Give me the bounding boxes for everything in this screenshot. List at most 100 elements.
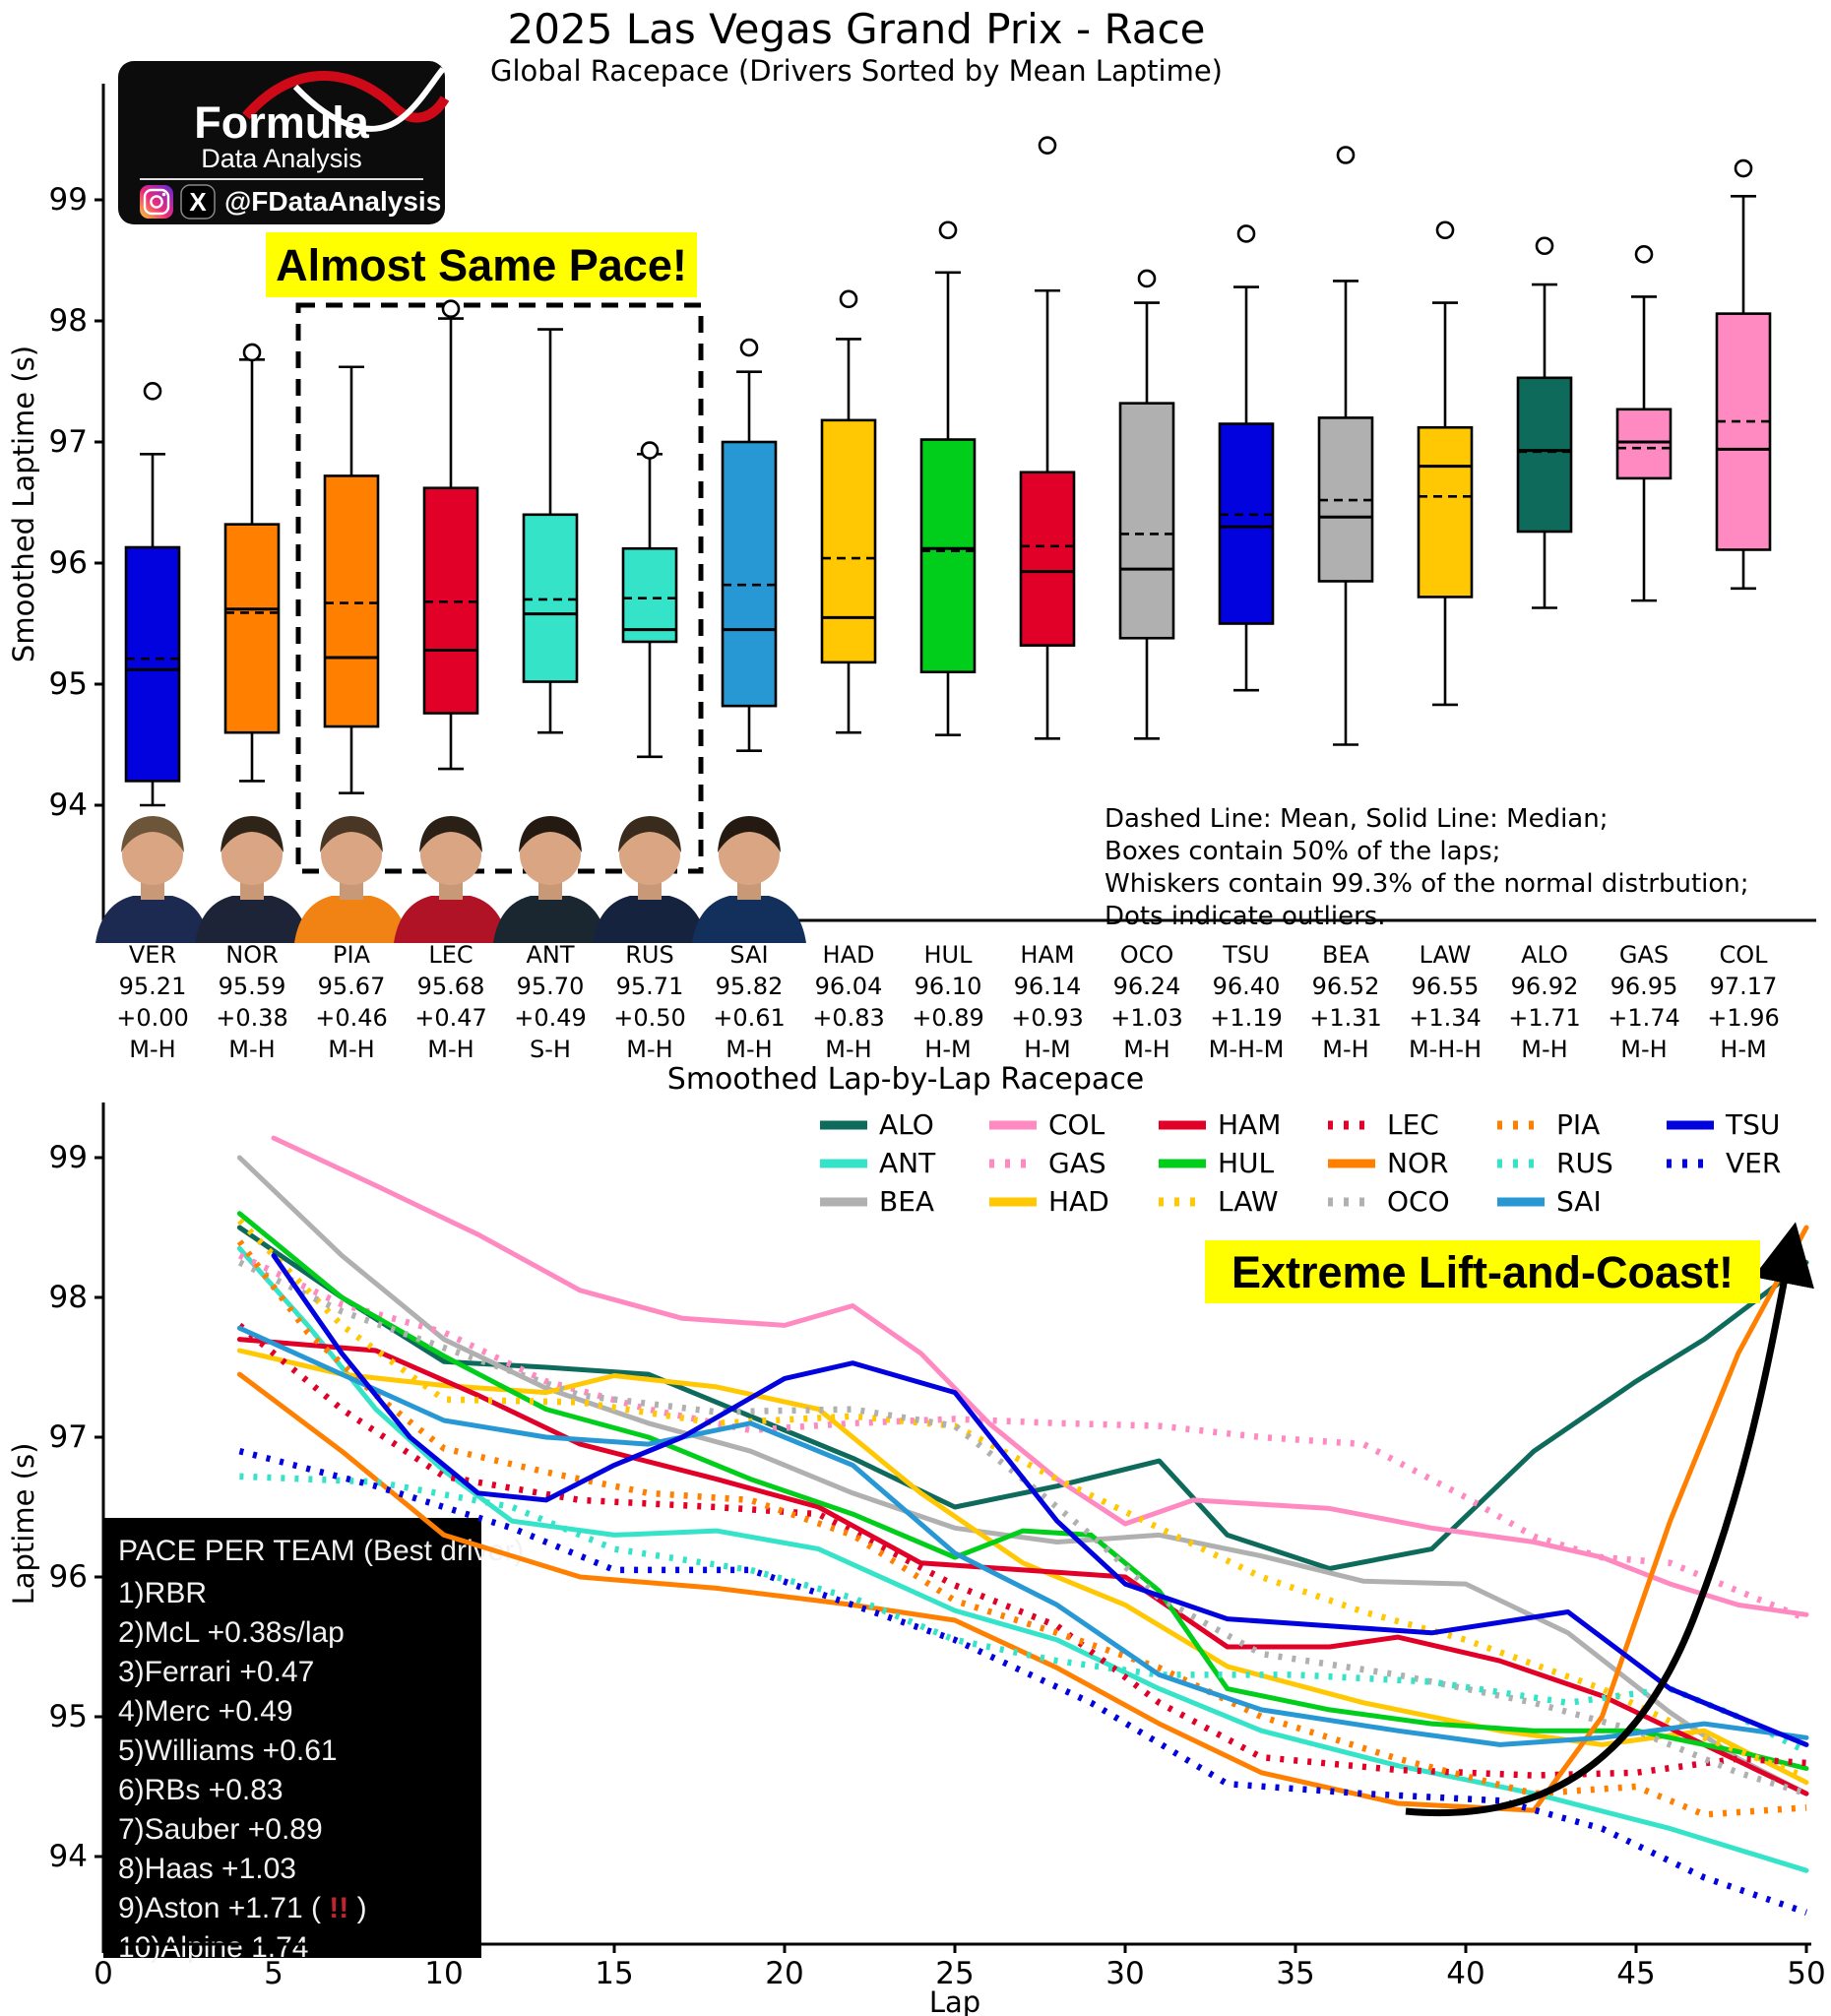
iqr-box [1615, 408, 1673, 480]
iqr-box [721, 440, 778, 708]
pace-box-row-5: 5)Williams +0.61 [118, 1734, 338, 1767]
driver-tyres: M-H [825, 1036, 871, 1063]
legend-label-HAM: HAM [1218, 1108, 1281, 1141]
driver-photo-NOR [195, 816, 309, 943]
driver-code: ALO [1521, 941, 1568, 969]
driver-tyres: M-H [1620, 1036, 1667, 1063]
legend-item-NOR: NOR [1328, 1147, 1448, 1179]
driver-code: RUS [625, 941, 673, 969]
outlier-dot [441, 299, 461, 319]
legend-label-ALO: ALO [879, 1108, 934, 1141]
driver-code: GAS [1619, 941, 1669, 969]
boxplot-note-line-1: Boxes contain 50% of the laps; [1105, 837, 1500, 866]
driver-face [719, 824, 780, 885]
outlier-dot [143, 382, 162, 401]
driver-mean: 95.67 [318, 973, 386, 1000]
logo-white-swoosh [292, 67, 446, 132]
series-HUL [236, 1211, 1809, 1771]
driver-hair [718, 816, 781, 852]
svg-text:X: X [189, 187, 207, 217]
pace-box-row-3: 3)Ferrari +0.47 [118, 1656, 314, 1688]
bottom-xtick-label-15: 15 [595, 1956, 633, 1991]
driver-tyres: M-H-H [1409, 1036, 1482, 1063]
top-ytick-label-99: 99 [49, 182, 88, 218]
legend-label-HAD: HAD [1048, 1185, 1109, 1218]
driver-mean: 96.55 [1412, 973, 1480, 1000]
series-HAM [236, 1337, 1809, 1796]
social-handle[interactable]: @FDataAnalysis [224, 186, 441, 217]
driver-tyres: M-H [1521, 1036, 1567, 1063]
driver-shoulders [692, 896, 806, 943]
outlier-dot [1634, 245, 1654, 264]
logo-brand-name: Formula [194, 97, 369, 148]
bottom-ytick-label-95: 95 [49, 1699, 88, 1734]
box-SAI [721, 338, 778, 752]
driver-gap: +1.96 [1707, 1004, 1780, 1032]
outlier-dot [1137, 269, 1157, 288]
top-y-axis-title: Smoothed Laptime (s) [7, 346, 40, 662]
driver-hair [221, 816, 284, 852]
bottom-ytick-label-96: 96 [49, 1559, 88, 1595]
driver-shoulders [593, 896, 707, 943]
series-TSU [271, 1252, 1809, 1747]
legend-item-HAD: HAD [989, 1185, 1109, 1218]
driver-shoulders [95, 896, 210, 943]
iqr-box [621, 546, 678, 644]
brand-logo[interactable]: Formula Data Analysis X @FDataAnalysis [118, 61, 450, 224]
driver-gap: +0.49 [514, 1004, 587, 1032]
driver-mean: 96.92 [1511, 973, 1579, 1000]
bottom-xtick-label-35: 35 [1276, 1956, 1314, 1991]
driver-stats-HAM: HAM 96.14 +0.93 H-M [1011, 941, 1084, 1063]
driver-stats-GAS: GAS 96.95 +1.74 M-H [1608, 941, 1680, 1063]
bottom-xtick-label-45: 45 [1616, 1956, 1655, 1991]
legend-item-HAM: HAM [1159, 1108, 1281, 1141]
pace-box-row-10: 10)Alpine 1.74 [118, 1931, 308, 1964]
driver-mean: 96.14 [1014, 973, 1082, 1000]
instagram-icon[interactable] [140, 185, 173, 219]
annotation-almost-same-pace-text: Almost Same Pace! [276, 240, 687, 290]
driver-shoulders [195, 896, 309, 943]
driver-gap: +1.71 [1508, 1004, 1581, 1032]
series-SAI [236, 1325, 1809, 1747]
iqr-box [1118, 402, 1175, 640]
legend-item-COL: COL [989, 1108, 1105, 1141]
top-ytick-label-98: 98 [49, 303, 88, 339]
driver-tyres: M-H [427, 1036, 474, 1063]
iqr-box [223, 523, 281, 734]
driver-face [619, 824, 680, 885]
page-title: 2025 Las Vegas Grand Prix - Race [508, 5, 1206, 53]
iqr-box [820, 418, 877, 664]
legend-item-OCO: OCO [1328, 1185, 1450, 1218]
x-icon[interactable]: X [180, 184, 216, 220]
driver-code: OCO [1120, 941, 1174, 969]
legend-label-ANT: ANT [879, 1147, 936, 1179]
driver-gap: +1.19 [1210, 1004, 1283, 1032]
legend-label-BEA: BEA [879, 1185, 934, 1218]
driver-code: BEA [1322, 941, 1370, 969]
annotation-lift-and-coast: Extreme Lift-and-Coast! [1205, 1240, 1760, 1303]
driver-stats-HUL: HUL 96.10 +0.89 H-M [912, 941, 984, 1063]
top-ytick-label-96: 96 [49, 545, 88, 581]
driver-face [122, 824, 183, 885]
series-HAD [236, 1348, 1809, 1786]
driver-tyres: H-M [924, 1036, 971, 1063]
legend-item-VER: VER [1667, 1147, 1781, 1179]
iqr-box [1019, 471, 1076, 647]
driver-code: LEC [428, 941, 473, 969]
driver-shoulders [294, 896, 409, 943]
legend-label-COL: COL [1048, 1108, 1105, 1141]
driver-gap: +0.38 [216, 1004, 288, 1032]
driver-code: VER [129, 941, 176, 969]
driver-stats-PIA: PIA 95.67 +0.46 M-H [315, 941, 388, 1063]
driver-tyres: M-H [626, 1036, 672, 1063]
driver-gap: +1.34 [1409, 1004, 1482, 1032]
driver-code: COL [1719, 941, 1768, 969]
outlier-dot [1535, 236, 1554, 256]
series-NOR [236, 1225, 1809, 1813]
logo-red-swoosh [242, 71, 450, 123]
iqr-box [124, 545, 181, 783]
driver-gap: +0.83 [812, 1004, 885, 1032]
driver-shoulders [493, 896, 607, 943]
